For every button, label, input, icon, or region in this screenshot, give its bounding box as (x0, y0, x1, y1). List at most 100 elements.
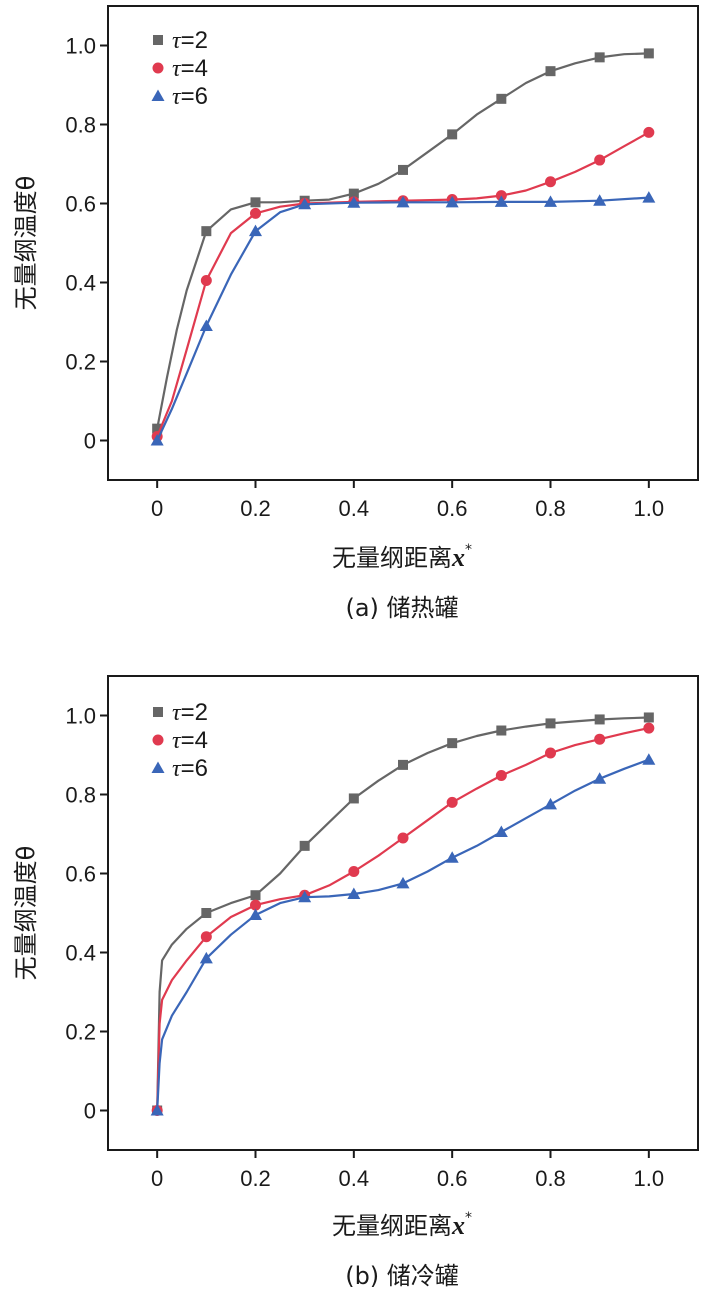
data-point-triangle (494, 825, 508, 838)
data-point-square (299, 840, 310, 851)
data-point-circle (200, 931, 212, 943)
data-point-triangle (445, 851, 459, 863)
legend: τ=2τ=4τ=6 (151, 27, 208, 110)
x-axis-title-text: 无量纲距离 (332, 544, 452, 572)
legend-marker-square (153, 707, 163, 717)
plot-frame (107, 675, 699, 1151)
y-tick-label: 0.2 (65, 1020, 96, 1045)
x-axis-variable: x (451, 543, 465, 572)
legend-value: =2 (181, 27, 208, 54)
x-axis-superscript: * (465, 1210, 472, 1226)
legend-symbol: τ (172, 28, 182, 54)
legend-label: τ=4 (172, 727, 208, 754)
data-point-triangle (544, 195, 557, 207)
data-point-square (643, 712, 654, 723)
data-point-triangle (544, 797, 557, 810)
series-line-triangle (156, 758, 650, 1111)
data-point-circle (250, 899, 261, 911)
data-point-circle (545, 176, 556, 188)
data-point-square (594, 52, 605, 63)
data-point-circle (594, 154, 606, 166)
legend-marker-triangle (151, 89, 165, 101)
data-point-circle (594, 733, 606, 745)
x-tick-label: 0 (151, 496, 163, 521)
data-point-square (545, 718, 556, 729)
chart-cold-storage-tank: 0 0.2 0.4 0.6 0.8 1.000.20.40.60.81.0 τ=2τ=4τ… (12, 675, 699, 1290)
legend-value: =6 (181, 755, 208, 782)
y-tick-label: 0.8 (65, 783, 96, 808)
x-tick-label: 0.8 (535, 1166, 566, 1191)
y-tick-label: 0 (84, 429, 96, 454)
data-point-square (201, 908, 212, 918)
x-tick-label: 0.8 (535, 496, 566, 521)
x-axis-title: 无量纲距离x* (332, 1210, 472, 1240)
legend-symbol: τ (172, 728, 182, 754)
data-point-square (250, 890, 261, 901)
data-point-circle (397, 832, 409, 844)
plot-frame (107, 5, 699, 481)
legend-symbol: τ (172, 84, 182, 110)
legend-symbol: τ (172, 756, 182, 782)
data-point-triangle (298, 197, 312, 210)
y-axis-title: 无量纲温度θ (12, 846, 40, 981)
y-tick-label: 1.0 (65, 34, 96, 59)
x-tick-label: 0.2 (240, 496, 271, 521)
data-point-triangle (249, 908, 262, 920)
data-point-square (447, 738, 458, 749)
x-tick-label: 0.4 (339, 496, 370, 521)
x-axis-superscript: * (465, 542, 472, 558)
data-point-triangle (150, 434, 164, 446)
x-axis-title-text: 无量纲距离 (332, 1212, 452, 1240)
data-point-square (496, 725, 507, 736)
data-point-triangle (593, 772, 607, 784)
legend-value: =2 (181, 699, 208, 726)
data-point-triangle (347, 887, 361, 900)
x-tick-label: 0.4 (339, 1166, 370, 1191)
data-point-circle (643, 722, 655, 734)
data-point-square (594, 714, 605, 725)
x-tick-label: 0.6 (437, 496, 468, 521)
data-point-triangle (347, 196, 361, 208)
x-tick-label: 0 (151, 1166, 163, 1191)
x-tick-label: 1.0 (634, 1166, 665, 1191)
data-point-square (447, 129, 458, 140)
data-point-triangle (642, 191, 656, 203)
legend-marker-triangle (151, 761, 165, 773)
data-point-square (348, 793, 359, 804)
data-point-square (348, 188, 359, 199)
data-point-square (545, 66, 556, 77)
legend-label: τ=6 (172, 755, 208, 782)
series-group (150, 712, 656, 1116)
x-tick-label: 1.0 (634, 496, 665, 521)
series-line-circle (156, 131, 650, 438)
x-axis-variable: x (451, 1211, 465, 1240)
data-point-triangle (494, 195, 508, 207)
data-point-square (398, 164, 408, 175)
y-tick-label: 0.6 (65, 192, 96, 217)
data-point-triangle (298, 890, 312, 903)
data-point-square (496, 93, 507, 104)
y-axis-title: 无量纲温度θ (12, 176, 40, 311)
data-point-square (250, 197, 261, 208)
legend-label: τ=2 (172, 699, 208, 726)
chart-caption: (a) 储热罐 (345, 594, 458, 622)
data-point-triangle (396, 876, 410, 889)
data-point-square (201, 226, 212, 237)
y-tick-label: 0.8 (65, 113, 96, 138)
legend-value: =4 (181, 55, 208, 82)
data-point-circle (495, 770, 507, 782)
legend-symbol: τ (172, 56, 182, 82)
legend-marker-circle (152, 62, 164, 74)
legend-marker-square (153, 35, 163, 45)
series-line-circle (156, 727, 650, 1111)
data-point-circle (348, 866, 360, 878)
data-point-circle (643, 126, 655, 138)
chart-caption: (b) 储冷罐 (345, 1262, 459, 1290)
data-point-triangle (199, 319, 213, 331)
legend-value: =6 (181, 83, 208, 110)
y-tick-label: 0 (84, 1099, 96, 1124)
legend-label: τ=6 (172, 83, 208, 110)
data-point-square (152, 423, 163, 434)
chart-heat-storage-tank: 0 0.2 0.4 0.6 0.8 1.000.20.40.60.81.0 τ=2τ=4τ… (12, 5, 699, 622)
data-point-circle (545, 747, 556, 759)
